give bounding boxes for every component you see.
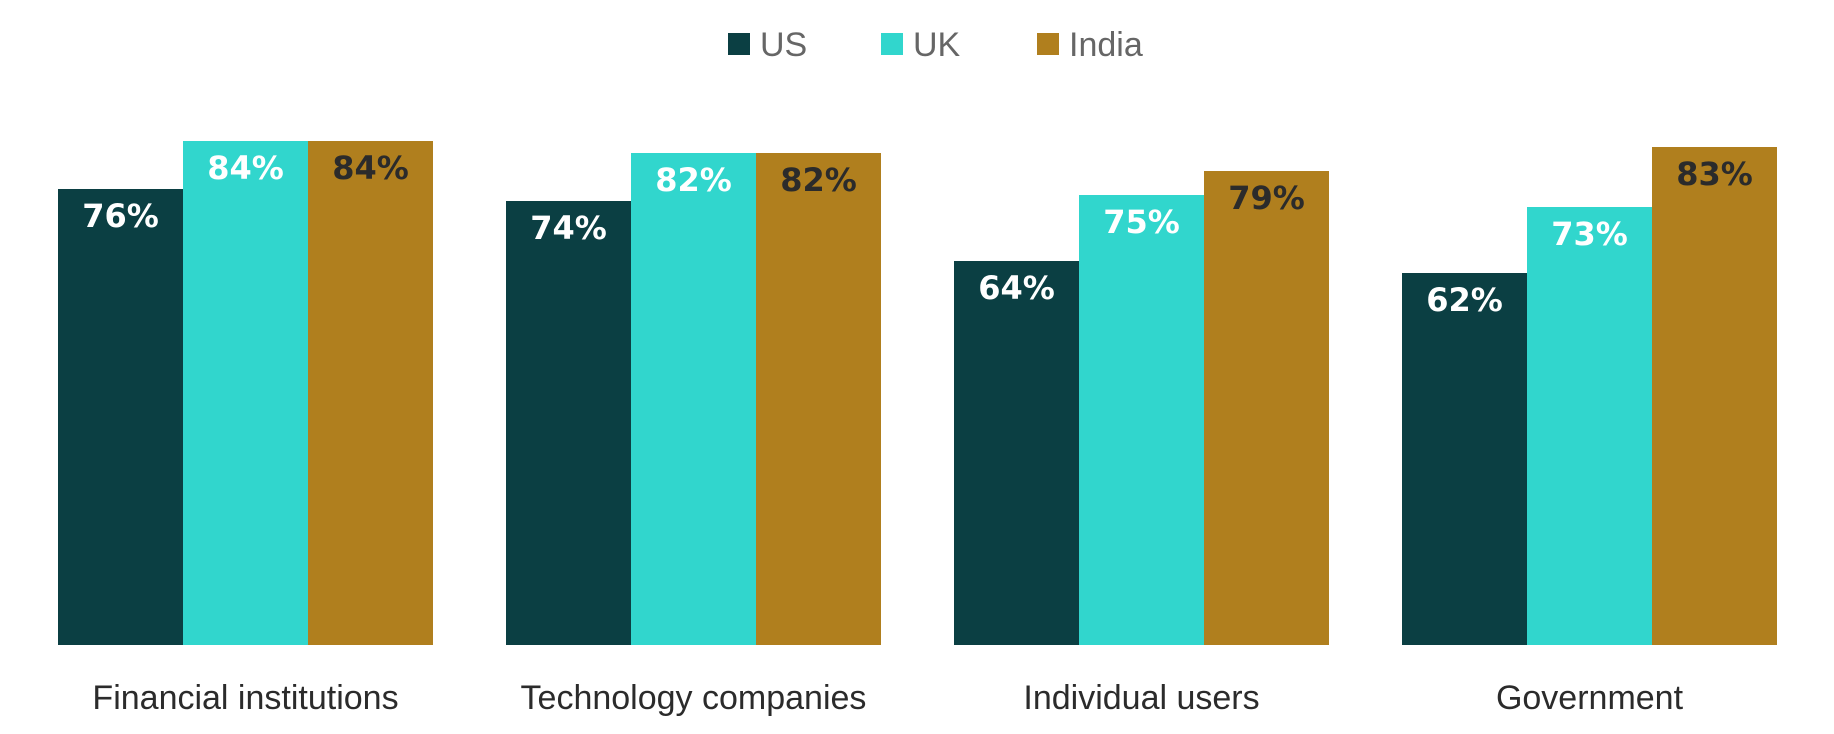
legend-swatch-us xyxy=(728,33,750,55)
data-label-uk-government: 73% xyxy=(1551,215,1628,253)
category-label-government: Government xyxy=(1496,679,1684,717)
data-label-us-government: 62% xyxy=(1426,281,1503,319)
bar-us-government xyxy=(1402,273,1527,645)
data-label-uk-individual-users: 75% xyxy=(1103,203,1180,241)
legend-label-india: India xyxy=(1069,26,1143,64)
bar-us-financial-institutions xyxy=(58,189,183,645)
legend-swatch-uk xyxy=(881,33,903,55)
data-label-uk-financial-institutions: 84% xyxy=(207,149,284,187)
bar-uk-government xyxy=(1527,207,1652,645)
category-label-individual-users: Individual users xyxy=(1023,679,1259,717)
bar-uk-financial-institutions xyxy=(183,141,308,645)
bar-us-individual-users xyxy=(954,261,1079,645)
data-label-india-government: 83% xyxy=(1676,155,1753,193)
category-label-financial-institutions: Financial institutions xyxy=(92,679,398,717)
data-label-india-financial-institutions: 84% xyxy=(332,149,409,187)
bar-labels: 76% 84% 84% 74% 82% 82% 64% 75% 79% 62% 73% 83% xyxy=(82,149,1753,319)
data-label-us-individual-users: 64% xyxy=(978,269,1055,307)
data-label-us-financial-institutions: 76% xyxy=(82,197,159,235)
category-label-technology-companies: Technology companies xyxy=(521,679,867,717)
bar-india-government xyxy=(1652,147,1777,645)
bar-india-technology-companies xyxy=(756,153,881,645)
data-label-uk-technology-companies: 82% xyxy=(655,161,732,199)
legend: US UK India xyxy=(728,26,1143,64)
bar-india-financial-institutions xyxy=(308,141,433,645)
bar-india-individual-users xyxy=(1204,171,1329,645)
bars xyxy=(58,141,1777,645)
bar-uk-individual-users xyxy=(1079,195,1204,645)
legend-label-us: US xyxy=(760,26,807,64)
bar-uk-technology-companies xyxy=(631,153,756,645)
legend-swatch-india xyxy=(1037,33,1059,55)
data-label-india-individual-users: 79% xyxy=(1228,179,1305,217)
data-label-india-technology-companies: 82% xyxy=(780,161,857,199)
legend-label-uk: UK xyxy=(913,26,961,64)
data-label-us-technology-companies: 74% xyxy=(530,209,607,247)
category-labels: Financial institutions Technology compani… xyxy=(92,679,1683,717)
bar-us-technology-companies xyxy=(506,201,631,645)
